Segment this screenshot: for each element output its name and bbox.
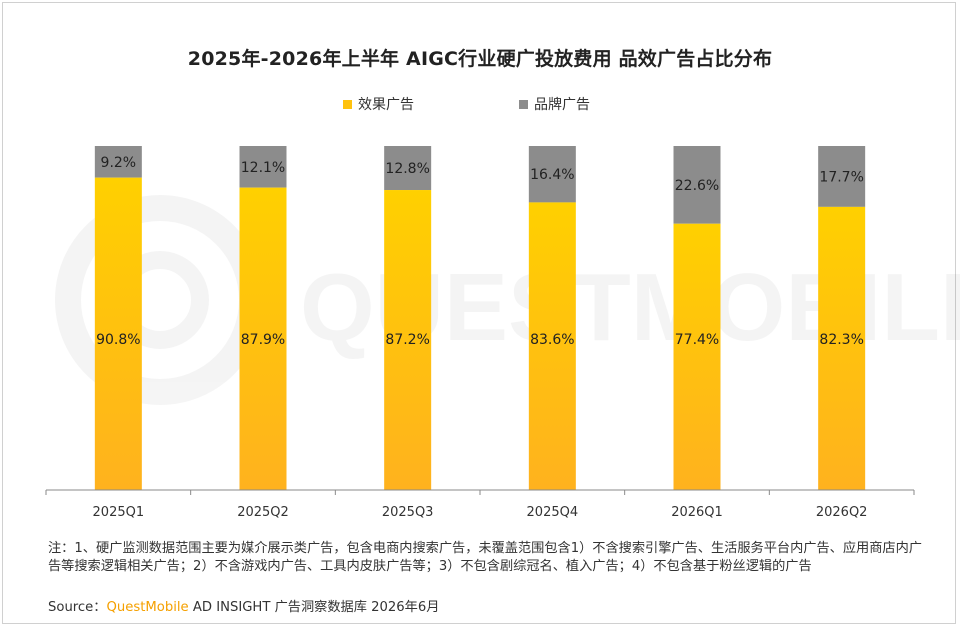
label-effect-2025Q1: 90.8% (96, 332, 140, 348)
bar-brand-2025Q2 (239, 146, 287, 188)
tick-label-2025Q4: 2025Q4 (527, 505, 579, 520)
bar-brand-2026Q1 (673, 146, 721, 224)
tick-label-2026Q2: 2026Q2 (816, 505, 868, 520)
legend-label-effect: 效果广告 (358, 97, 414, 113)
legend-item-effect: 效果广告 (343, 94, 414, 114)
legend-item-brand: 品牌广告 (519, 94, 590, 114)
bar-effect-2025Q2 (239, 187, 287, 490)
legend-label-brand: 品牌广告 (534, 97, 590, 113)
chart-title: 2025年-2026年上半年 AIGC行业硬广投放费用 品效广告占比分布 (187, 48, 773, 70)
label-effect-2025Q4: 83.6% (530, 332, 574, 348)
bar-effect-2026Q1 (673, 223, 721, 490)
label-effect-2025Q2: 87.9% (241, 332, 285, 348)
tick-label-2025Q2: 2025Q2 (237, 505, 289, 520)
legend-swatch-brand (519, 99, 528, 109)
bar-brand-2025Q4 (528, 146, 576, 203)
tick-label-2025Q3: 2025Q3 (382, 505, 434, 520)
label-brand-2025Q4: 16.4% (530, 167, 574, 183)
source-line: Source：QuestMobile AD INSIGHT 广告洞察数据库 20… (48, 596, 439, 615)
bar-effect-2026Q2 (818, 206, 866, 490)
bar-brand-2025Q3 (384, 146, 432, 191)
label-brand-2025Q2: 12.1% (241, 160, 285, 176)
tick-label-2026Q1: 2026Q1 (671, 505, 723, 520)
label-brand-2026Q2: 17.7% (819, 169, 863, 185)
bar-brand-2026Q2 (818, 146, 866, 207)
legend-swatch-effect (343, 99, 352, 109)
label-effect-2026Q2: 82.3% (819, 332, 863, 348)
bar-brand-2025Q1 (94, 146, 142, 178)
tick-label-2025Q1: 2025Q1 (93, 505, 145, 520)
source-rest: AD INSIGHT 广告洞察数据库 2026年6月 (188, 600, 440, 615)
source-brand: QuestMobile (106, 600, 189, 615)
label-effect-2026Q1: 77.4% (675, 332, 719, 348)
label-brand-2025Q3: 12.8% (385, 161, 429, 177)
label-brand-2026Q1: 22.6% (675, 178, 719, 194)
footnote: 注：1、硬广监测数据范围主要为媒介展示类广告，包含电商内搜索广告，未覆盖范围包含… (48, 541, 922, 574)
bar-effect-2025Q3 (384, 190, 432, 491)
bar-effect-2025Q4 (528, 202, 576, 490)
label-effect-2025Q3: 87.2% (385, 332, 429, 348)
label-brand-2025Q1: 9.2% (101, 155, 137, 171)
source-prefix: Source： (48, 600, 107, 615)
bar-effect-2025Q1 (94, 177, 142, 490)
